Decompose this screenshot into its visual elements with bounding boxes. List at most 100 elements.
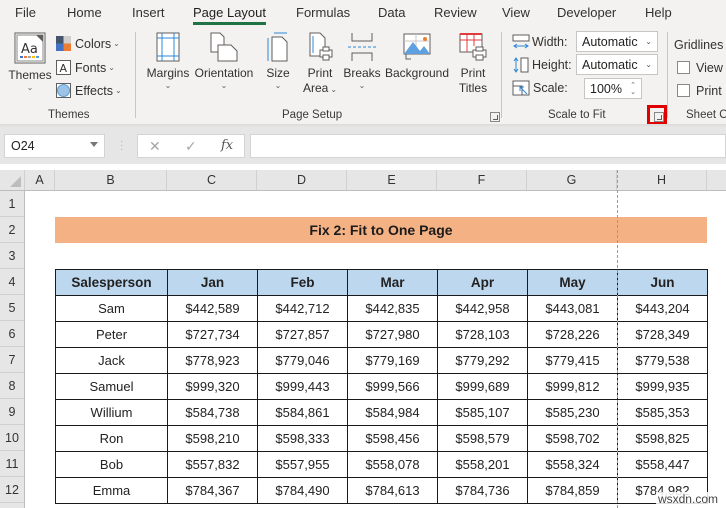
cancel-icon[interactable]: ✕ [149,138,161,154]
row-header-11[interactable]: 11 [0,451,24,477]
cell-value[interactable]: $598,210 [167,425,258,452]
header-apr[interactable]: Apr [437,269,528,296]
row-header-10[interactable]: 10 [0,425,24,451]
tab-page-layout[interactable]: Page Layout [193,5,267,25]
print-titles-button[interactable]: Print Titles [455,32,491,96]
row-header-5[interactable]: 5 [0,295,24,321]
row-header-8[interactable]: 8 [0,373,24,399]
cell-value[interactable]: $778,923 [167,347,258,374]
cell-salesperson[interactable]: Emma [55,477,168,504]
orientation-button[interactable]: Orientation ⌄ [193,32,255,91]
cell-value[interactable]: $728,103 [437,321,528,348]
cell-value[interactable]: $727,857 [257,321,348,348]
row-header-4[interactable]: 4 [0,269,24,295]
tab-help[interactable]: Help [645,5,672,20]
tab-review[interactable]: Review [434,5,477,20]
tab-developer[interactable]: Developer [557,5,617,20]
column-header-e[interactable]: E [347,170,437,190]
column-header-f[interactable]: F [437,170,527,190]
column-header-g[interactable]: G [527,170,617,190]
print-area-button[interactable]: Print Area ⌄ [300,32,340,97]
column-header-h[interactable]: H [617,170,707,190]
cell-value[interactable]: $784,490 [257,477,348,504]
cell-value[interactable]: $558,447 [617,451,708,478]
background-button[interactable]: Background [384,32,450,81]
cell-value[interactable]: $584,738 [167,399,258,426]
cell-value[interactable]: $999,320 [167,373,258,400]
cell-value[interactable]: $779,169 [347,347,438,374]
cell-value[interactable]: $557,832 [167,451,258,478]
cell-value[interactable]: $558,201 [437,451,528,478]
cell-value[interactable]: $598,333 [257,425,348,452]
header-may[interactable]: May [527,269,618,296]
cell-value[interactable]: $443,081 [527,295,618,322]
page-setup-dialog-launcher[interactable] [490,112,500,122]
name-box-dropdown-icon[interactable] [90,142,98,147]
cell-value[interactable]: $779,292 [437,347,528,374]
effects-button[interactable]: Effects ⌄ [56,80,122,101]
cell-value[interactable]: $442,712 [257,295,348,322]
tab-formulas[interactable]: Formulas [296,5,351,20]
cell-value[interactable]: $779,415 [527,347,618,374]
cell-value[interactable]: $727,734 [167,321,258,348]
cell-value[interactable]: $558,078 [347,451,438,478]
row-header-9[interactable]: 9 [0,399,24,425]
cell-value[interactable]: $779,046 [257,347,348,374]
row-header-1[interactable]: 1 [0,191,24,217]
size-button[interactable]: Size ⌄ [262,32,294,91]
colors-button[interactable]: Colors ⌄ [56,33,120,54]
cell-value[interactable]: $442,589 [167,295,258,322]
margins-button[interactable]: Margins ⌄ [144,32,192,91]
row-header-7[interactable]: 7 [0,347,24,373]
tab-view[interactable]: View [502,5,530,20]
cell-salesperson[interactable]: Willium [55,399,168,426]
cell-value[interactable]: $999,443 [257,373,348,400]
cell-value[interactable]: $558,324 [527,451,618,478]
cell-value[interactable]: $784,613 [347,477,438,504]
tab-insert[interactable]: Insert [132,5,165,20]
cell-value[interactable]: $442,835 [347,295,438,322]
column-header-d[interactable]: D [257,170,347,190]
cell-value[interactable]: $443,204 [617,295,708,322]
cell-value[interactable]: $784,859 [527,477,618,504]
cell-value[interactable]: $779,538 [617,347,708,374]
cell-value[interactable]: $999,812 [527,373,618,400]
cell-value[interactable]: $598,702 [527,425,618,452]
cell-value[interactable]: $584,984 [347,399,438,426]
enter-icon[interactable]: ✓ [185,138,197,154]
cell-value[interactable]: $728,226 [527,321,618,348]
tab-data[interactable]: Data [378,5,406,20]
cell-salesperson[interactable]: Ron [55,425,168,452]
column-header-a[interactable]: A [25,170,55,190]
row-header-2[interactable]: 2 [0,217,24,243]
column-header-c[interactable]: C [167,170,257,190]
header-feb[interactable]: Feb [257,269,348,296]
breaks-button[interactable]: Breaks ⌄ [343,32,381,91]
cell-value[interactable]: $999,935 [617,373,708,400]
row-header-3[interactable]: 3 [0,243,24,269]
cell-value[interactable]: $598,825 [617,425,708,452]
cell-value[interactable]: $598,579 [437,425,528,452]
header-mar[interactable]: Mar [347,269,438,296]
gridlines-print-checkbox[interactable] [677,84,690,97]
width-dropdown[interactable]: Automatic ⌄ [576,31,658,52]
cell-value[interactable]: $584,861 [257,399,348,426]
sheet-title-cell[interactable]: Fix 2: Fit to One Page [55,217,707,243]
cell-salesperson[interactable]: Jack [55,347,168,374]
scale-to-fit-dialog-launcher[interactable] [654,112,664,122]
header-salesperson[interactable]: Salesperson [55,269,168,296]
themes-button[interactable]: Aa Themes ⌄ [8,32,52,93]
cell-salesperson[interactable]: Samuel [55,373,168,400]
select-all-button[interactable] [0,170,25,190]
cell-value[interactable]: $557,955 [257,451,348,478]
cell-value[interactable]: $585,353 [617,399,708,426]
cell-value[interactable]: $728,349 [617,321,708,348]
cell-value[interactable]: $442,958 [437,295,528,322]
fonts-button[interactable]: A Fonts ⌄ [56,57,115,78]
cell-value[interactable]: $999,689 [437,373,528,400]
cell-salesperson[interactable]: Peter [55,321,168,348]
row-header-6[interactable]: 6 [0,321,24,347]
resize-handle-icon[interactable]: · · · [120,136,124,155]
cell-value[interactable]: $598,456 [347,425,438,452]
cell-value[interactable]: $585,230 [527,399,618,426]
